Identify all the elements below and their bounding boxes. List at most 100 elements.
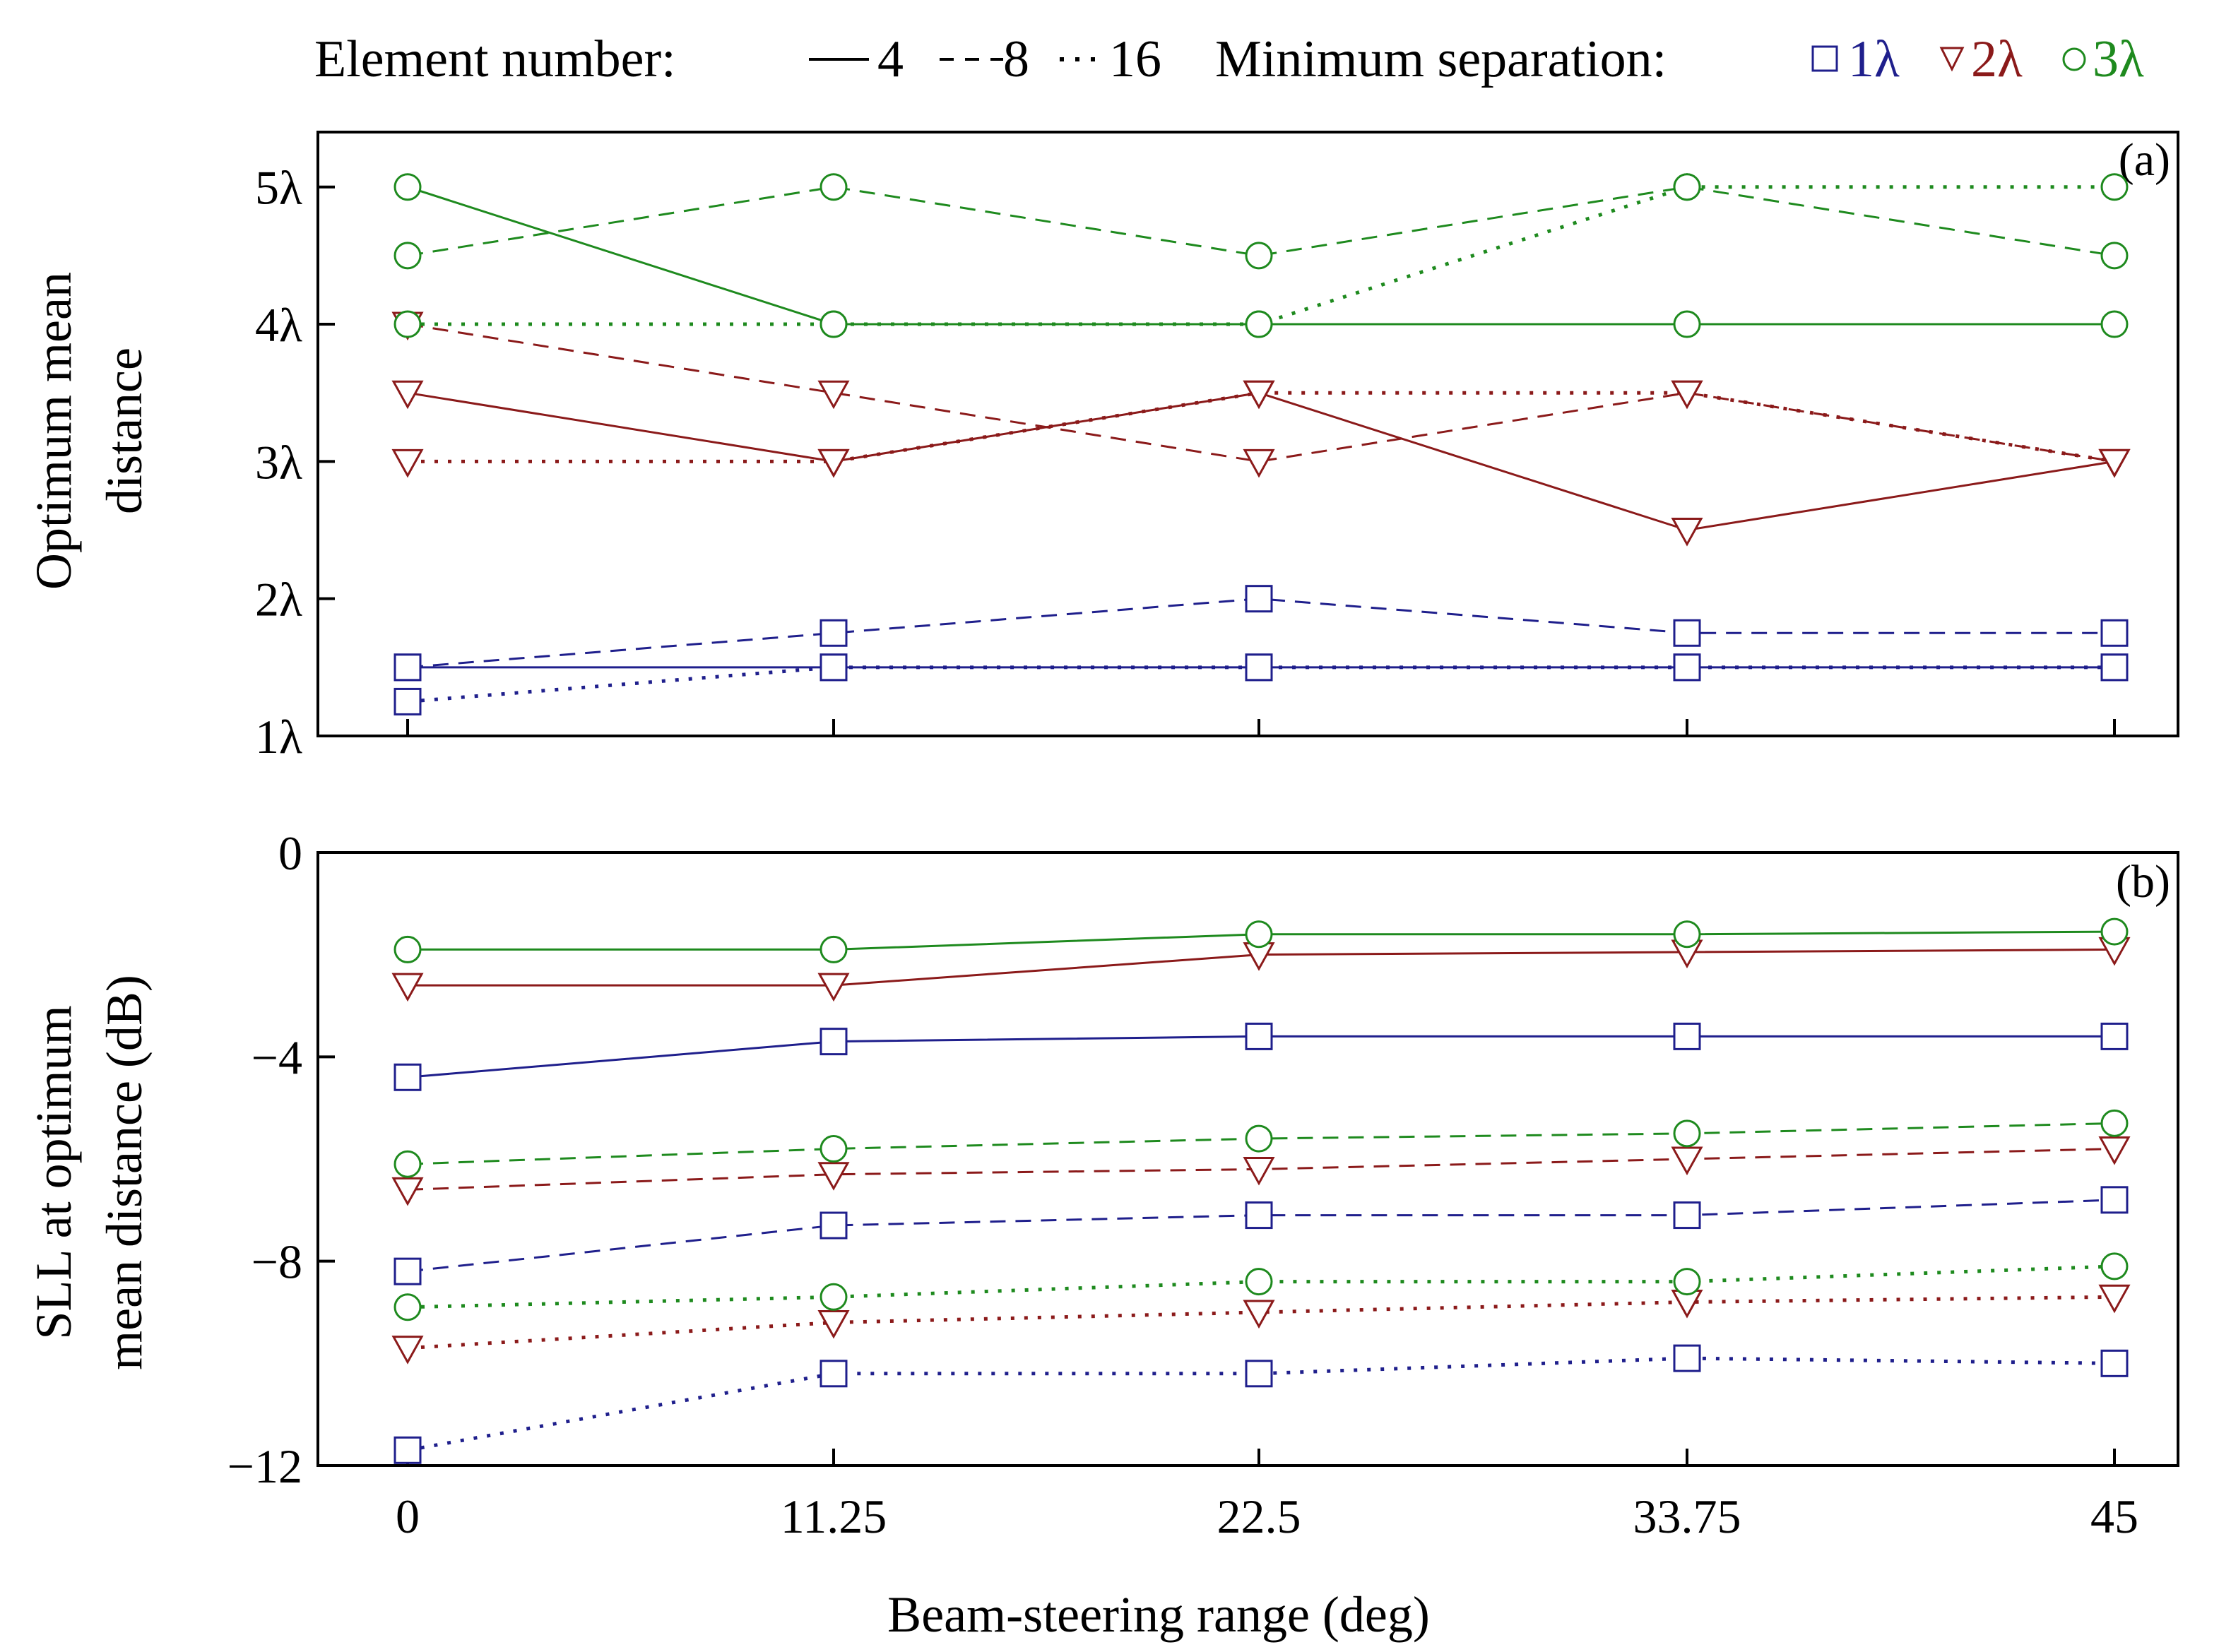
triangle-marker <box>391 973 424 1002</box>
square-marker <box>1245 1201 1273 1230</box>
triangle-marker <box>391 1336 424 1365</box>
circle-marker <box>2100 242 2129 270</box>
circle-marker <box>1673 920 1701 949</box>
square-marker <box>819 1360 848 1388</box>
circle-marker <box>819 1283 848 1311</box>
x-tick-label: 33.75 <box>1633 1490 1741 1543</box>
triangle-marker <box>817 1162 850 1191</box>
square-marker <box>2100 1022 2129 1050</box>
circle-marker <box>1245 1268 1273 1296</box>
triangle-marker <box>1671 380 1703 410</box>
circle-marker <box>2100 173 2129 201</box>
legend-separation-2: 2λ <box>1971 30 2023 88</box>
circle-marker <box>1245 242 1273 270</box>
panel-a-ylabel-line2: distance <box>96 347 153 514</box>
square-marker <box>1673 619 1701 647</box>
triangle-marker <box>1243 1156 1275 1186</box>
legend-triangle-marker <box>1939 47 1965 72</box>
legend-element-title: Element number: <box>314 30 676 88</box>
triangle-marker <box>1243 1300 1275 1329</box>
circle-marker <box>393 242 422 270</box>
y-tick-label: −4 <box>251 1030 302 1084</box>
square-marker <box>819 619 848 647</box>
triangle-marker <box>391 1177 424 1206</box>
triangle-marker <box>817 380 850 410</box>
square-marker <box>819 653 848 682</box>
circle-marker <box>393 935 422 963</box>
y-tick-label: −8 <box>251 1235 302 1289</box>
panel-b-frame <box>316 851 2179 1467</box>
triangle-marker <box>391 448 424 478</box>
triangle-marker <box>1243 380 1275 410</box>
panel-a-tag: (a) <box>2119 134 2170 186</box>
circle-marker <box>1245 920 1273 949</box>
circle-marker <box>393 1150 422 1178</box>
circle-marker <box>2100 310 2129 338</box>
circle-marker <box>1245 310 1273 338</box>
square-marker <box>1245 585 1273 613</box>
legend-square-marker <box>1811 45 1838 72</box>
triangle-marker <box>2098 1284 2131 1314</box>
legend: Element number: 4 8 16 Minimum separatio… <box>314 30 2144 88</box>
panel-a-plot <box>391 173 2131 715</box>
circle-marker <box>1673 173 1701 201</box>
circle-marker <box>1673 1119 1701 1148</box>
panel-a: (a) Optimum mean distance 1λ 2λ 3λ 4λ 5λ <box>25 131 2179 763</box>
circle-marker <box>2100 1109 2129 1137</box>
circle-marker <box>819 173 848 201</box>
triangle-marker <box>817 448 850 478</box>
square-marker <box>1673 1022 1701 1050</box>
square-marker <box>1673 653 1701 682</box>
legend-element-4: 4 <box>877 30 904 88</box>
legend-element-8: 8 <box>1003 30 1029 88</box>
panel-b-ylabel-line2: mean distance (dB) <box>96 975 153 1370</box>
legend-element-16: 16 <box>1109 30 1161 88</box>
square-marker <box>2100 653 2129 682</box>
square-marker <box>1245 1022 1273 1050</box>
square-marker <box>1673 1201 1701 1230</box>
square-marker <box>2100 1349 2129 1377</box>
series-line <box>407 1264 2115 1309</box>
legend-circle-marker <box>2062 47 2086 71</box>
x-axis-label: Beam-steering range (deg) <box>887 1586 1430 1643</box>
square-marker <box>1245 653 1273 682</box>
circle-marker <box>1245 1124 1273 1153</box>
square-marker <box>2100 619 2129 647</box>
panel-b-ylabel-line1: SLL at optimum <box>25 1005 82 1339</box>
y-tick-label: 2λ <box>255 573 302 626</box>
square-marker <box>1245 1360 1273 1388</box>
circle-marker <box>393 173 422 201</box>
y-tick-label: 4λ <box>255 298 302 352</box>
triangle-marker <box>2098 1136 2131 1165</box>
triangle-marker <box>1243 448 1275 478</box>
y-tick-label: 0 <box>278 826 302 880</box>
square-marker <box>2100 1186 2129 1214</box>
panel-b-plot <box>391 917 2131 1464</box>
triangle-marker <box>1671 1146 1703 1176</box>
square-marker <box>393 1257 422 1285</box>
circle-marker <box>393 1293 422 1321</box>
y-tick-label: 1λ <box>255 710 302 763</box>
panel-a-ylabel-line1: Optimum mean <box>25 272 82 590</box>
square-marker <box>1673 1344 1701 1372</box>
triangle-marker <box>817 1309 850 1339</box>
series-line <box>407 1295 2115 1350</box>
legend-separation-3: 3λ <box>2093 30 2144 88</box>
panel-b-tag: (b) <box>2116 856 2170 908</box>
panel-b-ticks: −12 −8 −4 0 0 11.25 22.5 33.75 45 <box>227 826 2138 1543</box>
y-tick-label: 3λ <box>255 435 302 489</box>
x-tick-label: 0 <box>396 1490 420 1543</box>
y-tick-label: 5λ <box>255 161 302 215</box>
circle-marker <box>393 310 422 338</box>
x-tick-label: 45 <box>2090 1490 2138 1543</box>
series-line <box>407 665 2114 703</box>
triangle-marker <box>817 973 850 1002</box>
circle-marker <box>2100 1252 2129 1280</box>
triangle-marker <box>1671 518 1703 547</box>
circle-marker <box>2100 917 2129 946</box>
x-tick-label: 11.25 <box>781 1490 887 1543</box>
triangle-marker <box>391 380 424 410</box>
panel-a-frame <box>316 131 2179 737</box>
circle-marker <box>819 935 848 963</box>
